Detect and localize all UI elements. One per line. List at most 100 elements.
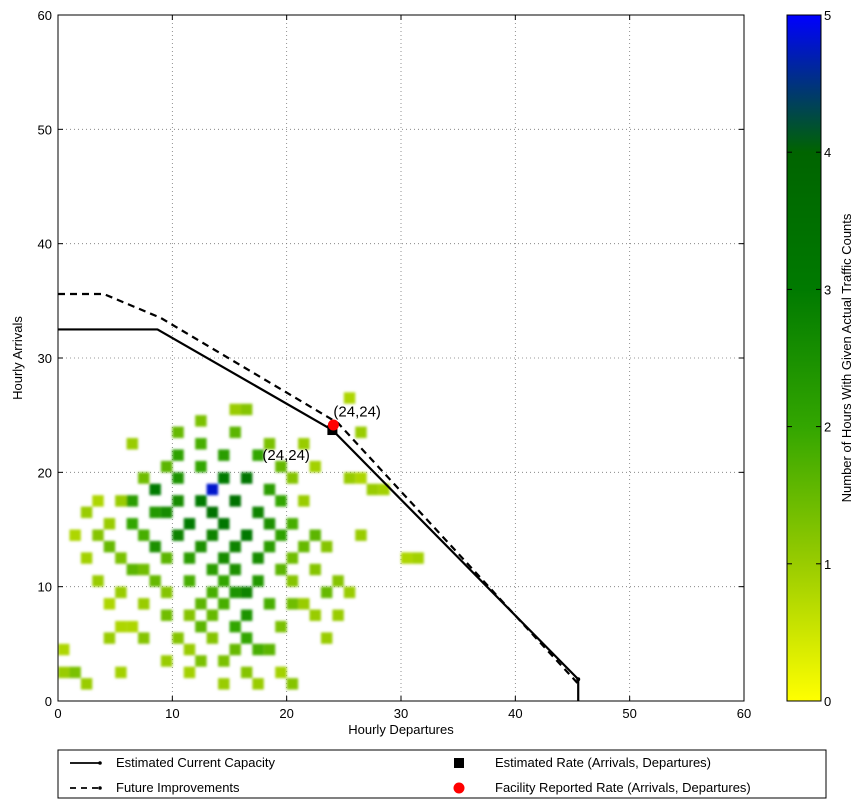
heatmap-cell [206, 563, 219, 576]
heatmap-cell [160, 655, 173, 667]
legend-circle-icon [453, 782, 465, 794]
heatmap-cell [160, 506, 173, 519]
heatmap-cell [195, 620, 207, 633]
heatmap-cell [309, 563, 321, 576]
y-tick-label: 60 [38, 8, 52, 23]
x-axis-label: Hourly Departures [348, 722, 454, 737]
heatmap-cell [240, 529, 253, 541]
x-axis-ticks: 0 10 20 30 40 50 60 [54, 15, 751, 721]
heatmap-cell [298, 438, 310, 450]
heatmap-cell [183, 643, 196, 656]
heatmap-cell [343, 586, 356, 599]
heatmap-cell [183, 552, 196, 564]
legend-line-dot-icon [98, 761, 102, 765]
heatmap-cell [252, 678, 264, 690]
heatmap-cell [195, 598, 207, 610]
heatmap-cell [378, 483, 390, 496]
heatmap-cell [355, 472, 367, 484]
heatmap [58, 392, 424, 690]
heatmap-cell [263, 518, 276, 530]
heatmap-cell [183, 518, 196, 530]
y-axis-ticks: 0 10 20 30 40 50 60 [38, 8, 744, 709]
heatmap-cell [218, 449, 230, 461]
heatmap-cell [218, 598, 230, 610]
heatmap-cell [149, 483, 161, 496]
heatmap-cell [126, 620, 139, 633]
heatmap-cell [80, 552, 93, 564]
colorbar-tick-label: 0 [824, 694, 831, 709]
heatmap-cell [240, 609, 253, 621]
heatmap-cell [183, 666, 196, 679]
heatmap-cell [229, 563, 241, 576]
heatmap-cell [240, 632, 253, 644]
heatmap-cell [160, 552, 173, 564]
heatmap-cell [58, 643, 70, 656]
heatmap-cell [240, 403, 253, 416]
colorbar-tick-label: 5 [824, 8, 831, 23]
heatmap-cell [229, 403, 241, 416]
reported-rate-label: (24,24) [333, 403, 381, 420]
heatmap-cell [263, 598, 276, 610]
heatmap-cell [149, 540, 161, 553]
heatmap-cell [263, 483, 276, 496]
heatmap-cell [218, 678, 230, 690]
heatmap-cell [115, 620, 127, 633]
legend-label: Facility Reported Rate (Arrivals, Depart… [495, 780, 751, 795]
heatmap-cell [355, 426, 367, 439]
heatmap-cell [240, 472, 253, 484]
heatmap-cell [275, 495, 287, 507]
heatmap-cell [229, 495, 241, 507]
heatmap-cell [401, 552, 413, 564]
heatmap-cell [92, 529, 104, 541]
heatmap-cell [115, 666, 127, 679]
legend-line-dot-icon [98, 786, 102, 790]
legend-square-icon [454, 758, 464, 768]
heatmap-cell [229, 426, 241, 439]
colorbar-tick-label: 2 [824, 420, 831, 435]
heatmap-cell [252, 449, 264, 461]
heatmap-cell [69, 529, 81, 541]
heatmap-cell [332, 609, 344, 621]
heatmap-cell [92, 575, 104, 587]
heatmap-cell [286, 518, 299, 530]
heatmap-cell [286, 472, 299, 484]
colorbar-tick-label: 1 [824, 557, 831, 572]
heatmap-cell [58, 666, 70, 679]
y-tick-label: 50 [38, 122, 52, 137]
legend-item: Estimated Rate (Arrivals, Departures) [454, 755, 711, 770]
heatmap-cell [195, 415, 207, 427]
heatmap-cell [195, 460, 207, 473]
heatmap-cell [195, 438, 207, 450]
heatmap-cell [206, 609, 219, 621]
heatmap-cell [286, 575, 299, 587]
heatmap-cell [229, 586, 241, 599]
heatmap-cell [69, 666, 81, 679]
heatmap-cell [126, 563, 139, 576]
heatmap-cell [320, 586, 333, 599]
heatmap-cell [240, 666, 253, 679]
y-tick-label: 0 [45, 694, 52, 709]
heatmap-cell [229, 620, 241, 633]
x-tick-label: 60 [737, 706, 751, 721]
heatmap-cell [138, 598, 150, 610]
heatmap-cell [138, 529, 150, 541]
heatmap-cell [298, 495, 310, 507]
capacity-vertex [576, 677, 581, 682]
heatmap-cell [115, 586, 127, 599]
annotations: (24,24) (24,24) [262, 403, 381, 464]
heatmap-cell [263, 438, 276, 450]
heatmap-cell [160, 586, 173, 599]
heatmap-cell [343, 472, 356, 484]
heatmap-cell [103, 518, 116, 530]
heatmap-cell [309, 460, 321, 473]
heatmap-cell [343, 392, 356, 404]
heatmap-cell [229, 540, 241, 553]
legend-item: Facility Reported Rate (Arrivals, Depart… [453, 780, 751, 795]
estimated-rate-label: (24,24) [262, 447, 310, 464]
heatmap-cell [240, 586, 253, 599]
heatmap-cell [172, 426, 184, 439]
colorbar-ticks: 0 1 2 3 4 5 [787, 8, 831, 709]
heatmap-cell [275, 529, 287, 541]
heatmap-cell [115, 495, 127, 507]
